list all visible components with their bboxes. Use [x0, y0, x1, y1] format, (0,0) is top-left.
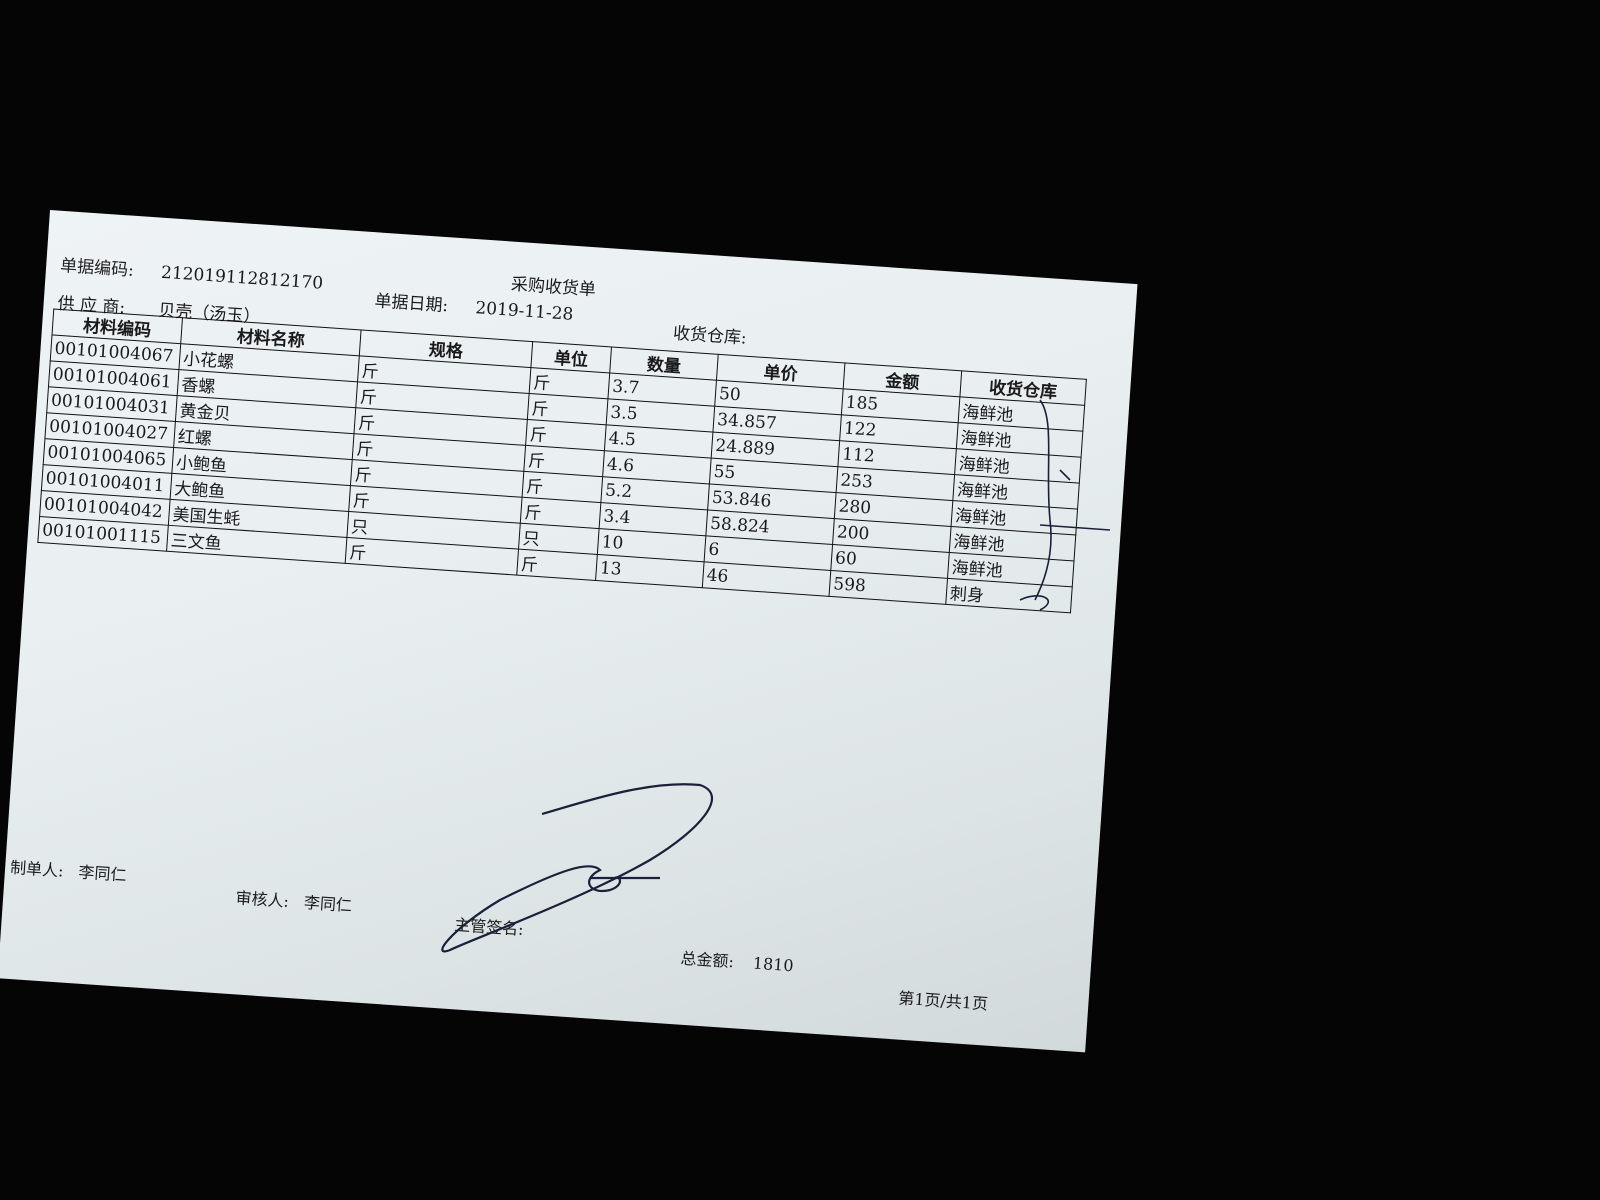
table-cell: 斤: [516, 549, 598, 581]
date-value: 2019-11-28: [474, 298, 574, 325]
purchase-receipt-document: 采购收货单 单据编码: 212019112812170 单据日期: 2019-1…: [0, 210, 1138, 1053]
doc-no-label: 单据编码:: [59, 255, 135, 281]
items-table: 材料编码 材料名称 规格 单位 数量 单价 金额 收货仓库 0010100406…: [37, 308, 1087, 613]
total-row: 总金额: 1810: [680, 945, 795, 977]
doc-no-row: 单据编码: 212019112812170: [60, 251, 324, 294]
total-label: 总金额:: [679, 948, 735, 972]
warehouse-label: 收货仓库:: [672, 323, 748, 349]
reviewer-row: 审核人: 李同仁: [235, 884, 353, 916]
maker-row: 制单人: 李同仁: [9, 854, 128, 886]
warehouse-row: 收货仓库:: [672, 319, 747, 349]
page-number: 第1页/共1页: [897, 988, 989, 1014]
reviewer-label: 审核人:: [235, 888, 290, 911]
maker-label: 制单人:: [9, 857, 65, 881]
supervisor-label: 主管签名:: [453, 915, 525, 939]
maker-value: 李同仁: [77, 862, 128, 885]
doc-no-value: 212019112812170: [160, 262, 324, 294]
total-value: 1810: [752, 953, 795, 976]
date-label: 单据日期:: [373, 291, 449, 317]
reviewer-value: 李同仁: [303, 892, 353, 916]
